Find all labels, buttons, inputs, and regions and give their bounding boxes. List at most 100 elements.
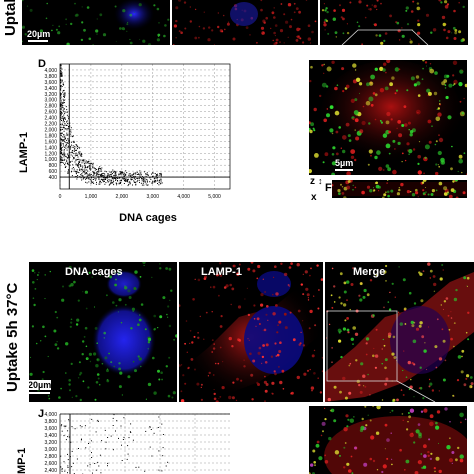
scatter-points: [60, 64, 163, 187]
fluorescence-dot: [395, 89, 399, 92]
data-point: [126, 180, 128, 182]
fluorescence-dot: [407, 412, 410, 414]
fluorescence-dot: [153, 328, 156, 331]
data-point: [61, 160, 63, 162]
fluorescence-dot: [429, 421, 434, 427]
fluorescence-dot: [238, 263, 241, 266]
data-point: [90, 162, 92, 164]
fluorescence-dot: [331, 361, 333, 363]
data-point: [67, 163, 68, 165]
fluorescence-dot: [448, 83, 453, 88]
fluorescence-dot: [271, 381, 275, 385]
fluorescence-dot: [362, 295, 366, 299]
data-point: [60, 144, 62, 146]
fluorescence-dot: [302, 293, 305, 296]
data-point: [100, 182, 102, 184]
data-point: [64, 138, 66, 140]
fluorescence-dot: [277, 324, 279, 326]
data-point: [112, 179, 114, 181]
fluorescence-dot: [57, 31, 61, 35]
fluorescence-dot: [97, 377, 100, 380]
fluorescence-dot: [266, 305, 269, 308]
fluorescence-dot: [361, 417, 364, 421]
fluorescence-dot: [352, 118, 355, 120]
fluorescence-dot: [423, 408, 428, 413]
fluorescence-dot: [347, 418, 350, 421]
fluorescence-dot: [333, 385, 337, 389]
data-point: [60, 149, 61, 151]
fluorescence-dot: [418, 43, 420, 45]
data-point: [137, 179, 139, 181]
fluorescence-dot: [321, 370, 323, 373]
fluorescence-dot: [235, 399, 238, 402]
fluorescence-dot: [245, 26, 249, 29]
data-point: [84, 425, 86, 427]
data-point: [161, 182, 163, 184]
fluorescence-dot: [358, 383, 361, 387]
fluorescence-dot: [156, 7, 160, 11]
fluorescence-dot: [378, 166, 383, 171]
fluorescence-dot: [375, 184, 380, 189]
fluorescence-dot: [68, 383, 71, 386]
data-point: [160, 179, 162, 181]
fluorescence-dot: [323, 118, 327, 123]
data-point: [135, 172, 137, 174]
fluorescence-dot: [394, 148, 396, 150]
data-point: [104, 173, 106, 175]
top-dna-image: [22, 0, 170, 45]
fluorescence-dot: [366, 82, 370, 87]
panel-f-image: [332, 180, 467, 198]
fluorescence-dot: [352, 326, 356, 330]
fluorescence-dot: [40, 340, 42, 342]
data-point: [107, 174, 109, 176]
fluorescence-dot: [432, 275, 436, 278]
fluorescence-dot: [428, 140, 432, 144]
fluorescence-dot: [290, 18, 293, 21]
data-point: [72, 135, 74, 137]
data-point: [64, 92, 66, 94]
fluorescence-dot: [303, 372, 307, 376]
data-point: [112, 169, 114, 171]
data-point: [102, 175, 104, 177]
data-point: [61, 468, 63, 470]
data-point: [98, 167, 100, 169]
panel-h: LAMP-1: [179, 262, 323, 402]
fluorescence-dot: [310, 386, 315, 390]
data-point: [158, 184, 160, 186]
data-point: [86, 169, 88, 171]
data-point: [111, 176, 113, 177]
fluorescence-dot: [217, 25, 220, 29]
data-point: [60, 127, 62, 129]
fluorescence-dot: [260, 362, 263, 365]
fluorescence-dot: [187, 366, 190, 369]
data-point: [162, 455, 164, 457]
y-tick-label: 2,800: [44, 104, 57, 110]
data-point: [117, 180, 119, 182]
fluorescence-dot: [309, 79, 312, 83]
fluorescence-dot: [343, 427, 348, 432]
data-point: [123, 183, 125, 184]
fluorescence-dot: [367, 373, 369, 376]
fluorescence-dot: [208, 371, 211, 375]
fluorescence-dot: [409, 40, 413, 44]
fluorescence-dot: [402, 278, 406, 282]
fluorescence-dot: [348, 469, 352, 473]
data-point: [165, 465, 167, 467]
data-point: [138, 177, 140, 179]
fluorescence-dot: [386, 457, 389, 460]
data-point: [123, 175, 125, 177]
fluorescence-dot: [24, 33, 27, 36]
fluorescence-dot: [265, 16, 268, 20]
fluorescence-dot: [238, 339, 242, 342]
fluorescence-dot: [296, 263, 300, 267]
fluorescence-dot: [439, 103, 442, 106]
panel-title-dna-cages: DNA cages: [65, 266, 123, 278]
data-point: [120, 181, 122, 183]
fluorescence-dot: [302, 344, 306, 347]
data-point: [124, 180, 126, 182]
data-point: [121, 177, 123, 179]
fluorescence-dot: [406, 428, 409, 431]
fluorescence-dot: [408, 291, 412, 295]
fluorescence-dot: [147, 337, 152, 342]
fluorescence-dot: [181, 364, 183, 366]
